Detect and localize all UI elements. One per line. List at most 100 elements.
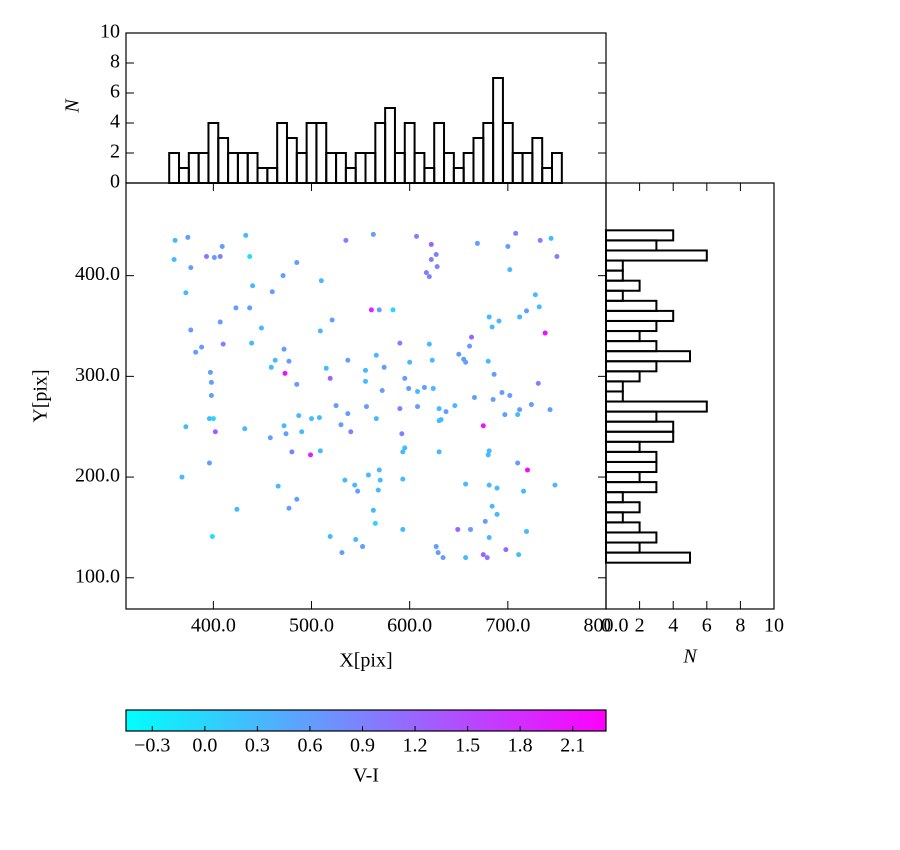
hist-bar (605, 370, 641, 383)
point (428, 257, 434, 263)
hist-bar (605, 239, 658, 252)
colorbar-label: V-I (353, 765, 379, 787)
hist-bar (605, 330, 641, 343)
colorbar-tick-label: 2.1 (560, 735, 585, 757)
point (242, 426, 248, 432)
x-tick-label: 2 (635, 615, 645, 637)
y-tick-label: 8 (110, 51, 120, 73)
point (547, 407, 553, 413)
point (281, 346, 287, 352)
hist-bar (168, 152, 181, 184)
colorbar-tick-label: −0.3 (134, 735, 170, 757)
point (217, 319, 223, 325)
point (490, 397, 496, 403)
hist-bar (266, 167, 279, 184)
hist-bar (403, 122, 416, 184)
point (443, 409, 449, 415)
point (496, 318, 502, 324)
colorbar-tick-label: 0.6 (297, 735, 322, 757)
point (532, 292, 538, 298)
y-tick-label: 2 (110, 141, 120, 163)
point (280, 273, 286, 279)
hist-bar (605, 400, 708, 413)
point (523, 528, 529, 534)
point (423, 270, 429, 276)
point (219, 243, 225, 249)
point (188, 327, 194, 333)
point (402, 445, 408, 451)
hist-bar (605, 491, 624, 504)
hist-bar (295, 152, 308, 184)
point (250, 283, 256, 289)
hist-bar (605, 299, 658, 312)
point (269, 289, 275, 295)
x-tick-label: 0 (601, 615, 611, 637)
point (258, 325, 264, 331)
hist-bar (227, 152, 239, 184)
point (368, 307, 374, 313)
point (372, 520, 378, 526)
hist-bar (605, 259, 624, 272)
hist-bar (354, 152, 367, 184)
hist-bar (605, 551, 691, 564)
point (363, 404, 369, 410)
hist-bar (384, 107, 396, 184)
point (208, 392, 214, 398)
x-tick-label: 800.0 (584, 615, 629, 637)
x-tick-label: 4 (668, 615, 678, 637)
point (317, 328, 323, 334)
y-tick-label: 300.0 (75, 364, 120, 386)
x-tick-label: 700.0 (485, 615, 530, 637)
point (373, 416, 379, 422)
top-hist-y-label: N (62, 98, 84, 114)
point (480, 552, 486, 558)
point (505, 243, 511, 249)
point (537, 237, 543, 243)
point (507, 392, 513, 398)
point (486, 534, 492, 540)
point (429, 357, 435, 363)
hist-bar (605, 501, 641, 514)
point (365, 472, 371, 478)
y-axis-label: Y[pix] (30, 369, 52, 422)
point (275, 483, 281, 489)
x-tick-label: 600.0 (387, 615, 432, 637)
y-tick-label: 4 (110, 111, 120, 133)
point (399, 431, 405, 437)
point (199, 344, 205, 350)
x-axis-label: X[pix] (339, 650, 392, 672)
hist-bar (605, 531, 658, 544)
hist-bar (452, 167, 465, 184)
point (433, 544, 439, 550)
hist-bar (393, 152, 406, 184)
point (376, 467, 382, 473)
x-tick-label: 8 (735, 615, 745, 637)
hist-bar (364, 152, 377, 184)
point (400, 449, 406, 455)
hist-bar (305, 122, 318, 184)
hist-bar (605, 279, 641, 292)
point (172, 237, 178, 243)
point (491, 371, 497, 377)
point (243, 232, 249, 238)
point (296, 413, 302, 419)
point (415, 404, 421, 410)
point (486, 448, 492, 454)
point (524, 467, 530, 473)
point (294, 260, 300, 266)
point (233, 305, 239, 311)
hist-bar (187, 152, 200, 184)
point (434, 264, 440, 270)
point (360, 544, 366, 550)
point (203, 254, 209, 260)
point (535, 380, 541, 386)
point (381, 364, 387, 370)
right-hist-axes (605, 182, 775, 610)
point (327, 533, 333, 539)
hist-bar (374, 122, 387, 184)
point (294, 496, 300, 502)
point (486, 314, 492, 320)
point (281, 423, 287, 429)
point (456, 351, 462, 357)
